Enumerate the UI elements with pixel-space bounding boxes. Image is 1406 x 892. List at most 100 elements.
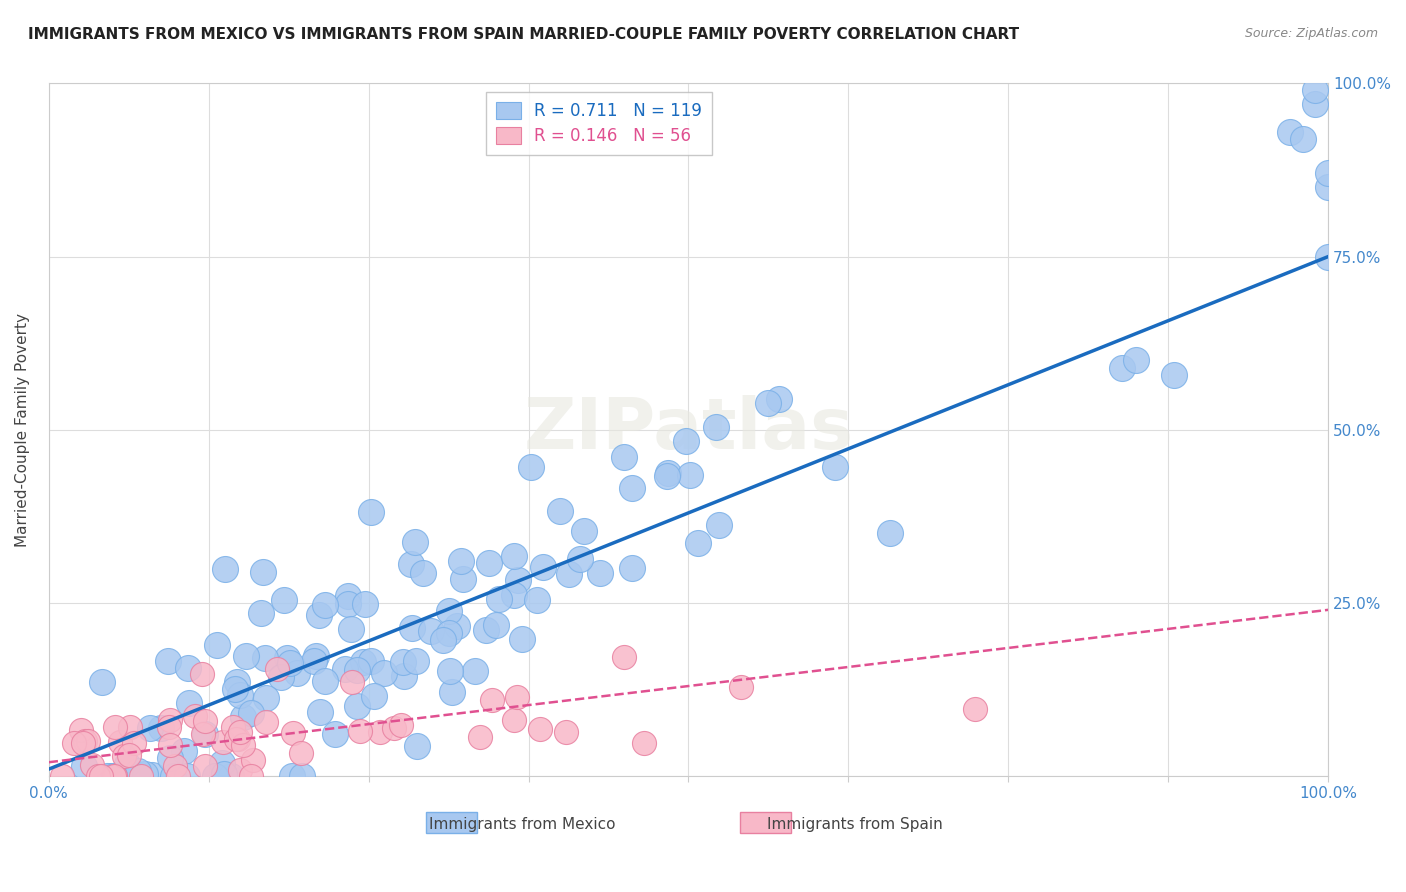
Point — [305, 648, 328, 663]
Point — [323, 726, 346, 740]
Point — [276, 651, 298, 665]
Point — [226, 731, 249, 746]
Point — [266, 662, 288, 676]
Point — [309, 705, 332, 719]
Point — [104, 720, 127, 734]
Point — [115, 756, 138, 771]
Point — [346, 698, 368, 713]
Point — [150, 721, 173, 735]
Point — [657, 467, 679, 481]
Point — [291, 769, 314, 783]
Point — [104, 769, 127, 783]
Point — [273, 593, 295, 607]
Point — [450, 554, 472, 568]
Point — [589, 566, 612, 581]
Point — [235, 649, 257, 664]
Point — [254, 690, 277, 705]
Point — [657, 469, 679, 483]
Point — [675, 434, 697, 448]
Point — [633, 736, 655, 750]
Point — [613, 650, 636, 665]
Point — [285, 665, 308, 680]
Point — [503, 713, 526, 727]
Point — [679, 468, 702, 483]
Point — [620, 561, 643, 575]
Point — [252, 565, 274, 579]
Point — [439, 604, 461, 618]
Point — [342, 675, 364, 690]
Point — [281, 726, 304, 740]
Point — [470, 730, 492, 744]
Point — [232, 710, 254, 724]
Point — [77, 734, 100, 748]
Point — [127, 764, 149, 779]
Point — [558, 566, 581, 581]
Point — [406, 739, 429, 753]
Point — [194, 726, 217, 740]
Point — [308, 607, 330, 622]
Point — [339, 622, 361, 636]
Point — [120, 720, 142, 734]
Point — [270, 670, 292, 684]
Point — [159, 751, 181, 765]
Point — [1317, 250, 1340, 264]
Point — [503, 549, 526, 563]
Point — [240, 706, 263, 720]
Point — [129, 769, 152, 783]
Point — [360, 505, 382, 519]
Point — [177, 660, 200, 674]
Point — [1111, 360, 1133, 375]
Point — [103, 769, 125, 783]
Point — [1278, 125, 1301, 139]
Point — [439, 665, 461, 679]
Point — [336, 589, 359, 603]
Point — [503, 588, 526, 602]
Point — [100, 769, 122, 783]
Point — [315, 674, 337, 689]
Point — [224, 682, 246, 697]
Point — [401, 621, 423, 635]
Point — [314, 599, 336, 613]
Point — [122, 736, 145, 750]
Point — [506, 573, 529, 587]
Point — [179, 696, 201, 710]
Point — [354, 597, 377, 611]
Point — [399, 557, 422, 571]
Point — [211, 756, 233, 770]
Point — [352, 655, 374, 669]
Point — [437, 625, 460, 640]
Point — [405, 654, 427, 668]
Point — [229, 724, 252, 739]
Point — [478, 556, 501, 570]
Text: Immigrants from Mexico: Immigrants from Mexico — [429, 817, 616, 832]
FancyBboxPatch shape — [740, 812, 790, 833]
Point — [281, 769, 304, 783]
Point — [1163, 368, 1185, 383]
Point — [510, 632, 533, 647]
Point — [333, 662, 356, 676]
Point — [488, 592, 510, 607]
Point — [228, 688, 250, 702]
Point — [572, 524, 595, 538]
Point — [337, 597, 360, 611]
Point — [1291, 132, 1313, 146]
Point — [163, 759, 186, 773]
Point — [212, 735, 235, 749]
Point — [70, 723, 93, 737]
Point — [62, 736, 84, 750]
Point — [453, 572, 475, 586]
Text: IMMIGRANTS FROM MEXICO VS IMMIGRANTS FROM SPAIN MARRIED-COUPLE FAMILY POVERTY CO: IMMIGRANTS FROM MEXICO VS IMMIGRANTS FRO… — [28, 27, 1019, 42]
Point — [134, 767, 156, 781]
Point — [879, 526, 901, 541]
Text: ZIPatlas: ZIPatlas — [523, 395, 853, 464]
Point — [554, 725, 576, 739]
Point — [391, 655, 413, 669]
FancyBboxPatch shape — [426, 812, 478, 833]
Point — [253, 651, 276, 665]
Point — [90, 674, 112, 689]
Point — [194, 759, 217, 773]
Point — [1305, 97, 1327, 112]
Point — [481, 693, 503, 707]
Point — [531, 560, 554, 574]
Point — [432, 632, 454, 647]
